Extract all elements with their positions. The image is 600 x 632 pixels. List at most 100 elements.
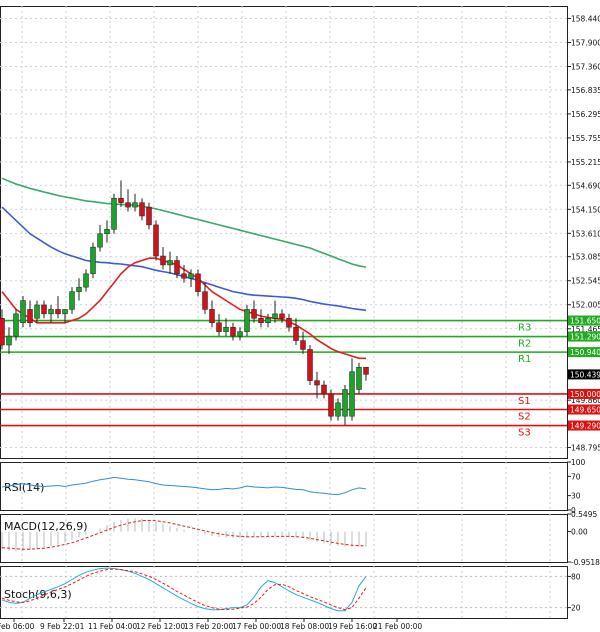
candle-body bbox=[132, 202, 138, 208]
macd-label: MACD(12,26,9) bbox=[4, 520, 88, 533]
rsi-panel[interactable]: RSI(14) bbox=[1, 476, 367, 496]
candle-body bbox=[111, 197, 117, 230]
macd-tick-label: 0.00 bbox=[571, 528, 588, 537]
time-tick-label: 18 Feb 08:00 bbox=[280, 622, 329, 631]
candle-body bbox=[286, 318, 292, 328]
candle-body bbox=[62, 309, 68, 315]
candle-body bbox=[41, 304, 47, 315]
candle-body bbox=[55, 309, 61, 315]
stoch-tick-label: 80 bbox=[571, 572, 581, 581]
price-tick-label: 154.150 bbox=[571, 205, 600, 214]
time-tick-label: 21 Feb 00:00 bbox=[373, 622, 422, 631]
candle-body bbox=[237, 331, 243, 337]
price-tick-label: 149.860 bbox=[571, 396, 600, 405]
candle-body bbox=[104, 229, 110, 235]
price-tick-label: 152.005 bbox=[571, 301, 600, 310]
candle-body bbox=[160, 255, 166, 266]
level-tag bbox=[568, 331, 600, 342]
candle-body bbox=[216, 322, 222, 332]
stoch-tick-label: 20 bbox=[571, 604, 581, 613]
level-name-s1: S1 bbox=[518, 396, 531, 407]
candle-body bbox=[223, 326, 229, 332]
macd-signal-line bbox=[1, 519, 367, 550]
panel-frame bbox=[0, 514, 568, 563]
level-name-r3: R3 bbox=[518, 323, 531, 334]
grid-lines bbox=[0, 6, 568, 619]
rsi-tick-label: 100 bbox=[571, 458, 586, 467]
candle-body bbox=[265, 318, 271, 324]
level-name-s3: S3 bbox=[518, 428, 531, 439]
level-name-r2: R2 bbox=[518, 339, 531, 350]
ma-green-line bbox=[1, 177, 367, 268]
candle-body bbox=[307, 349, 313, 381]
stoch-k-line bbox=[1, 567, 367, 612]
candle-body bbox=[188, 273, 194, 279]
time-tick-label: 12 Feb 12:00 bbox=[136, 622, 185, 631]
candle-body bbox=[272, 313, 278, 319]
panel-frame bbox=[0, 462, 568, 511]
price-tick-label: 158.440 bbox=[571, 14, 600, 23]
price-tick-label: 157.900 bbox=[571, 38, 600, 47]
candle-body bbox=[356, 366, 362, 390]
candle-body bbox=[97, 233, 103, 248]
panel-frame bbox=[0, 566, 568, 619]
panel-frame bbox=[0, 6, 568, 459]
level-name-r1: R1 bbox=[518, 354, 531, 365]
time-tick-label: 13 Feb 20:00 bbox=[184, 622, 233, 631]
candle-body bbox=[300, 340, 306, 350]
time-tick-label: 9 Feb 22:01 bbox=[40, 622, 85, 631]
candle-body bbox=[258, 318, 264, 324]
price-tick-label: 155.755 bbox=[571, 134, 600, 143]
candle-body bbox=[139, 202, 145, 217]
candle-body bbox=[34, 304, 40, 319]
rsi-tick-label: 0 bbox=[571, 506, 576, 515]
candle-body bbox=[195, 273, 201, 292]
candle-body bbox=[69, 291, 75, 310]
candle-body bbox=[335, 402, 341, 417]
stoch-d-line bbox=[1, 568, 367, 611]
candle-body bbox=[153, 224, 159, 257]
candle-body bbox=[27, 309, 33, 324]
candle-body bbox=[293, 326, 299, 341]
candle-body bbox=[349, 371, 355, 417]
price-panel[interactable]: R3 R2 R1 S1 S2 S3 bbox=[0, 177, 567, 439]
candle-body bbox=[13, 313, 19, 337]
level-tag-label: 150.940 bbox=[570, 348, 600, 357]
candle-body bbox=[342, 389, 348, 417]
price-tick-label: 154.690 bbox=[571, 181, 600, 190]
candle-body bbox=[314, 380, 320, 386]
level-tag bbox=[568, 388, 600, 399]
level-tag bbox=[568, 315, 600, 326]
candle-body bbox=[118, 197, 124, 203]
candle-body bbox=[90, 246, 96, 275]
price-tick-label: 155.215 bbox=[571, 158, 600, 167]
rsi-line bbox=[1, 476, 367, 496]
price-tick-label: 152.545 bbox=[571, 277, 600, 286]
stoch-panel[interactable]: Stoch(9,6,3) bbox=[1, 567, 367, 612]
price-tick-label: 156.295 bbox=[571, 110, 600, 119]
candle-body bbox=[251, 309, 257, 319]
current-price-tag bbox=[568, 369, 600, 380]
time-tick-label: 11 Feb 04:00 bbox=[88, 622, 137, 631]
macd-tick-label: -0.9518 bbox=[571, 558, 600, 567]
level-tag bbox=[568, 420, 600, 431]
current-price-label: 150.439 bbox=[570, 370, 600, 379]
rsi-tick-label: 70 bbox=[571, 472, 581, 481]
candle-body bbox=[146, 206, 152, 226]
candle-body bbox=[20, 300, 26, 324]
candle-body bbox=[363, 366, 369, 375]
price-tick-label: 151.465 bbox=[571, 325, 600, 334]
candle-body bbox=[328, 393, 334, 417]
macd-panel[interactable]: MACD(12,26,9) bbox=[1, 518, 367, 552]
ma-blue-line bbox=[1, 206, 367, 312]
candle-body bbox=[279, 313, 285, 319]
candle-body bbox=[125, 202, 131, 208]
level-tag bbox=[568, 404, 600, 415]
level-tag-label: 151.290 bbox=[570, 333, 600, 342]
candle-body bbox=[6, 335, 12, 346]
price-tick-label: 153.610 bbox=[571, 229, 600, 238]
candle-body bbox=[167, 260, 173, 266]
level-tag bbox=[568, 347, 600, 358]
